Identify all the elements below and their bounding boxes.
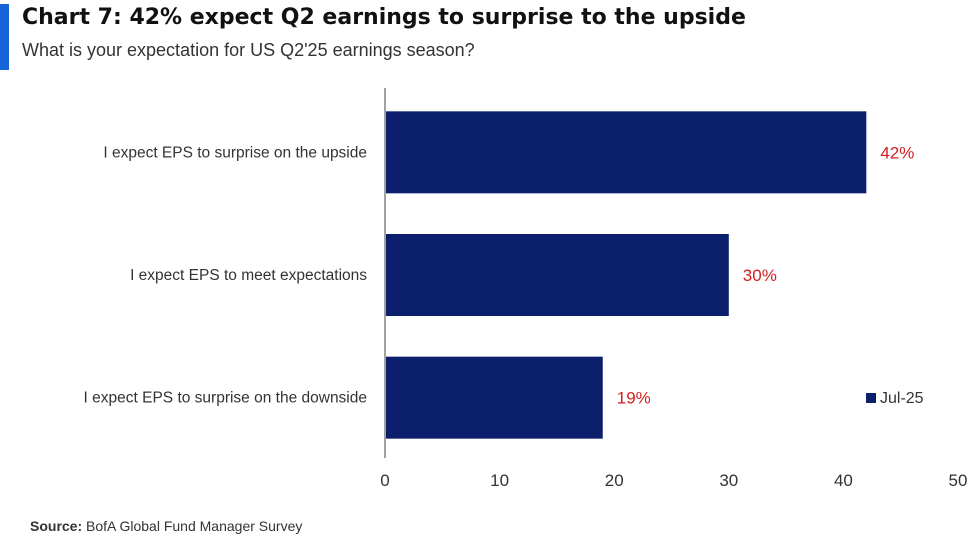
x-tick-label-4: 30 [719, 471, 738, 490]
x-tick-label-3: 20 [605, 471, 624, 490]
bar-1 [386, 111, 867, 194]
chart-subtitle: What is your expectation for US Q2'25 ea… [22, 40, 475, 60]
legend-label: Jul-25 [880, 390, 924, 407]
x-tick-label-2: 10 [490, 471, 509, 490]
x-tick-label-5: 40 [834, 471, 853, 490]
source-text: BofA Global Fund Manager Survey [82, 518, 303, 534]
category-label-2: I expect EPS to meet expectations [130, 267, 367, 284]
x-tick-label-1: 0 [380, 471, 389, 490]
chart-title: Chart 7: 42% expect Q2 earnings to surpr… [22, 5, 746, 30]
legend-swatch [866, 393, 876, 403]
x-tick-label-6: 50 [949, 471, 968, 490]
bar-2 [386, 234, 729, 316]
source-label: Source: [30, 518, 83, 534]
bar-3 [386, 356, 603, 439]
category-label-3: I expect EPS to surprise on the downside [84, 390, 367, 407]
source-note: Source: BofA Global Fund Manager Survey [30, 518, 302, 534]
title-accent-bar [0, 4, 9, 70]
value-label-2: 30% [743, 266, 777, 285]
value-label-3: 19% [617, 389, 651, 408]
category-label-1: I expect EPS to surprise on the upside [103, 144, 367, 161]
value-label-1: 42% [880, 143, 914, 162]
